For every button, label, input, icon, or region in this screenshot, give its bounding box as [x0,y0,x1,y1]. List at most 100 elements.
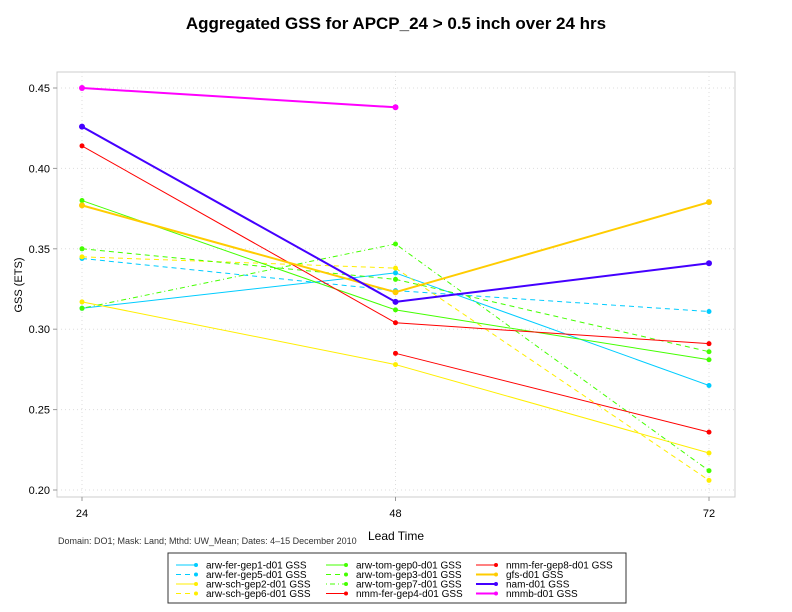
data-point [393,307,398,313]
data-point [706,349,712,355]
data-point [79,254,85,260]
x-axis-label: Lead Time [368,529,424,543]
series-arw-sch-gep2-d01-gss [79,299,712,456]
legend-item: arw-sch-gep6-d01 GSS [176,589,311,600]
data-point [79,202,85,209]
series-nam-d01-gss [79,123,712,305]
data-point [392,289,399,296]
series-segment [81,125,396,303]
data-point [393,320,398,326]
series-segment [81,200,396,311]
legend-item: nam-d01 GSS [476,580,570,591]
footnote: Domain: DO1; Mask: Land; Mthd: UW_Mean; … [58,536,357,546]
legend-marker [344,572,348,577]
data-point [393,350,398,356]
series-nmm-fer-gep8-d01-gss [79,143,712,347]
data-point [393,265,398,271]
legend-label: arw-sch-gep2-d01 GSS [206,580,311,591]
y-tick-label: 0.40 [29,163,50,175]
series-segment [81,257,396,292]
series-segment [81,204,396,294]
data-point [393,362,398,368]
series-segment [81,301,396,366]
series-segment [395,352,710,433]
x-tick-label: 48 [389,508,401,520]
y-tick-label: 0.45 [29,83,50,95]
data-point [79,143,85,149]
series-segment [81,272,396,309]
series-arw-tom-gep0-d01-gss [79,198,712,363]
series-segment [395,290,710,313]
legend-item: nmm-fer-gep4-d01 GSS [326,589,463,600]
legend-marker [494,582,498,586]
data-point [393,241,398,247]
legend-marker [194,582,198,586]
data-point [79,85,85,91]
data-point [706,341,712,347]
legend-marker [194,563,198,567]
legend-marker [494,572,498,577]
legend-item: gfs-d01 GSS [476,570,564,581]
series-segment [395,309,710,361]
data-point [706,382,712,388]
y-tick-label: 0.30 [29,324,50,336]
y-tick-label: 0.20 [29,485,50,497]
legend-label: nmmb-d01 GSS [506,589,578,600]
legend-item: nmm-fer-gep8-d01 GSS [476,561,613,572]
data-point [706,477,712,483]
series-segment [81,243,396,309]
series-segment [81,145,396,324]
legend-marker [344,563,348,567]
series-segment [395,243,710,472]
series-segment [395,272,710,386]
legend-item: arw-fer-gep1-d01 GSS [176,561,307,572]
legend-marker [344,582,348,586]
data-point [706,260,712,267]
data-point [393,276,398,282]
y-tick-label: 0.25 [29,405,50,417]
legend-label: arw-tom-gep7-d01 GSS [356,580,462,591]
series-gfs-d01-gss [79,199,712,296]
y-axis-label: GSS (ETS) [13,257,25,312]
data-point [79,305,85,311]
legend-label: nmm-fer-gep8-d01 GSS [506,561,613,572]
data-point [706,199,712,206]
data-point [706,309,712,315]
data-point [393,270,398,276]
series-segment [395,262,710,303]
legend-item: arw-tom-gep7-d01 GSS [326,580,462,591]
x-tick-label: 24 [76,508,88,520]
legend-item: arw-tom-gep3-d01 GSS [326,570,462,581]
legend-label: arw-sch-gep6-d01 GSS [206,589,311,600]
legend-item: arw-tom-gep0-d01 GSS [326,561,462,572]
series-segment [395,267,710,481]
data-point [79,198,85,204]
series-segment [81,256,396,269]
series-nmmb-d01-gss [79,85,399,111]
series-segment [395,201,710,294]
series-segment [81,248,396,280]
legend-marker [494,591,498,596]
legend-marker [344,591,348,596]
legend-item: nmmb-d01 GSS [476,589,578,600]
legend-marker [194,572,198,577]
legend-item: arw-fer-gep5-d01 GSS [176,570,307,581]
series-nmm-fer-gep4-d01-gss [393,350,712,435]
legend-item: arw-sch-gep2-d01 GSS [176,580,311,591]
series-segment [395,364,710,454]
data-point [706,357,712,363]
data-point [706,429,712,435]
data-point [79,123,85,130]
data-point [392,104,399,111]
series-segment [81,87,396,109]
data-point [79,299,85,305]
y-tick-label: 0.35 [29,244,50,256]
legend-label: arw-tom-gep0-d01 GSS [356,561,462,572]
x-tick-label: 72 [703,508,715,520]
legend-label: arw-fer-gep1-d01 GSS [206,561,307,572]
legend-label: gfs-d01 GSS [506,570,564,581]
data-point [392,298,399,305]
chart-title: Aggregated GSS for APCP_24 > 0.5 inch ov… [186,14,606,33]
